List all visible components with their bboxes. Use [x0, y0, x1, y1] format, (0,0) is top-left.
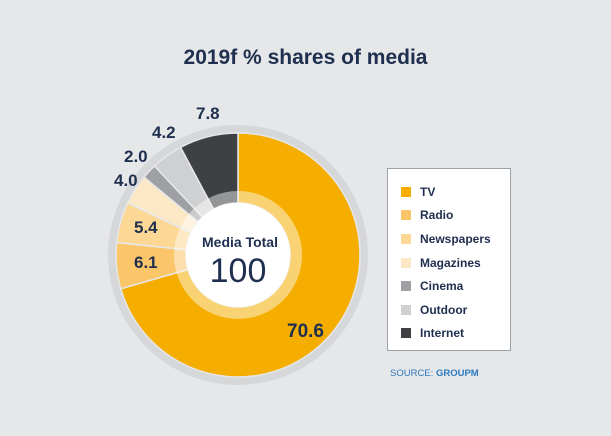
- chart-title: 2019f % shares of media: [183, 46, 428, 69]
- legend-swatch-radio: [401, 210, 411, 221]
- legend-label-cinema: Cinema: [420, 279, 464, 294]
- legend-item-newspapers: Newspapers: [388, 227, 510, 251]
- legend-swatch-magazines: [401, 257, 411, 268]
- data-label-magazines: 4.0: [114, 171, 138, 190]
- source-prefix: SOURCE:: [390, 368, 436, 379]
- legend-label-radio: Radio: [420, 208, 454, 223]
- center-label: Media Total: [202, 234, 278, 250]
- data-label-newspapers: 5.4: [134, 218, 158, 237]
- data-label-outdoor: 4.2: [152, 123, 176, 142]
- legend-item-cinema: Cinema: [388, 274, 510, 298]
- legend-swatch-internet: [401, 328, 411, 339]
- legend-swatch-outdoor: [401, 304, 411, 315]
- legend-swatch-cinema: [401, 281, 411, 292]
- legend-label-magazines: Magazines: [420, 255, 481, 270]
- data-label-radio: 6.1: [134, 253, 158, 272]
- legend-label-outdoor: Outdoor: [420, 302, 468, 317]
- legend-label-internet: Internet: [420, 326, 465, 341]
- center-value: 100: [210, 252, 267, 290]
- legend-item-magazines: Magazines: [388, 251, 510, 275]
- legend-label-newspapers: Newspapers: [420, 231, 491, 246]
- donut-center: [186, 203, 290, 307]
- data-label-internet: 7.8: [196, 104, 220, 123]
- legend-swatch-tv: [401, 186, 411, 197]
- legend-item-tv: TV: [388, 180, 510, 204]
- data-label-cinema: 2.0: [124, 147, 148, 166]
- legend-label-tv: TV: [420, 184, 436, 199]
- data-label-tv: 70.6: [287, 321, 324, 342]
- legend-item-radio: Radio: [388, 204, 510, 228]
- source-note: SOURCE: GROUPM: [390, 368, 479, 379]
- source-name: GROUPM: [435, 368, 479, 379]
- legend-item-internet: Internet: [388, 322, 510, 346]
- legend-item-outdoor: Outdoor: [388, 298, 510, 322]
- legend-swatch-newspapers: [401, 233, 411, 244]
- legend: TV Radio Newspapers Magazines Cinema Out…: [387, 168, 511, 351]
